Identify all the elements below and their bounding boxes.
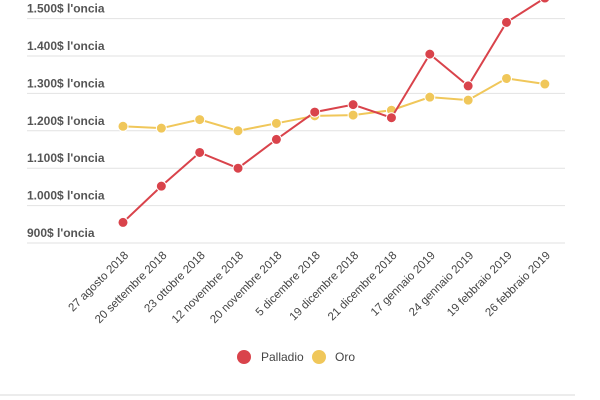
x-tick-label: 20 settembre 2018: [93, 250, 169, 326]
y-tick-label: 1.100$ l'oncia: [27, 151, 105, 165]
data-point-palladio[interactable]: [194, 146, 206, 158]
x-tick-label: 26 febbraio 2019: [483, 250, 553, 320]
data-point-oro[interactable]: [117, 120, 129, 132]
data-point-palladio[interactable]: [539, 0, 550, 4]
data-point-palladio[interactable]: [155, 180, 167, 192]
x-tick-label: 5 dicembre 2018: [254, 250, 323, 319]
data-point-oro[interactable]: [232, 125, 244, 137]
data-point-oro[interactable]: [462, 94, 474, 106]
data-point-palladio[interactable]: [309, 106, 321, 118]
data-point-palladio[interactable]: [117, 216, 129, 228]
legend-marker-oro: [312, 350, 326, 364]
series-line-oro: [122, 77, 545, 132]
data-point-oro[interactable]: [270, 117, 282, 129]
y-tick-label: 1.000$ l'oncia: [27, 189, 105, 203]
x-tick-label: 20 novembre 2018: [208, 250, 284, 326]
data-point-palladio[interactable]: [501, 16, 512, 28]
data-point-oro[interactable]: [424, 91, 436, 103]
legend: Palladio Oro: [237, 350, 355, 364]
data-point-palladio[interactable]: [232, 162, 244, 174]
data-point-palladio[interactable]: [424, 48, 436, 60]
x-tick-label: 12 novembre 2018: [170, 250, 246, 326]
y-tick-label: 1.400$ l'oncia: [27, 39, 105, 53]
y-tick-label: 1.300$ l'oncia: [27, 76, 105, 90]
data-point-oro[interactable]: [539, 78, 551, 90]
data-point-palladio[interactable]: [385, 112, 397, 124]
data-point-oro[interactable]: [194, 114, 206, 126]
data-point-oro[interactable]: [347, 109, 359, 121]
legend-label-palladio: Palladio: [261, 350, 304, 364]
legend-marker-palladio: [237, 350, 251, 364]
legend-label-oro: Oro: [335, 350, 355, 364]
y-tick-label: 1.500$ l'oncia: [27, 2, 105, 16]
x-tick-label: 19 febbraio 2019: [445, 250, 515, 320]
x-tick-label: 19 dicembre 2018: [288, 250, 362, 324]
series-line-palladio: [122, 0, 544, 224]
x-tick-label: 17 gennaio 2019: [369, 250, 438, 319]
x-tick-label: 24 gennaio 2019: [407, 250, 476, 319]
data-point-oro[interactable]: [501, 72, 512, 84]
y-tick-label: 1.200$ l'oncia: [27, 114, 105, 128]
y-tick-label: 900$ l'oncia: [27, 226, 95, 240]
data-point-palladio[interactable]: [462, 80, 474, 92]
x-tick-label: 21 dicembre 2018: [326, 250, 400, 324]
data-point-palladio[interactable]: [347, 99, 359, 111]
data-point-oro[interactable]: [155, 122, 167, 134]
data-point-palladio[interactable]: [270, 133, 282, 145]
